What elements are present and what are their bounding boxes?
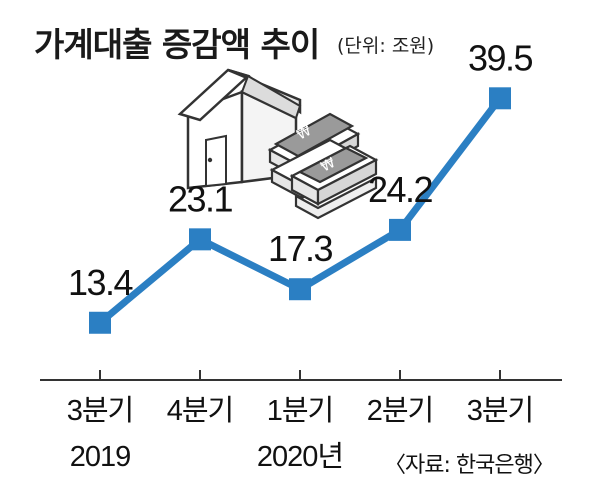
period-label: 2019 [70, 441, 131, 473]
svg-text:₩: ₩ [318, 155, 338, 176]
x-axis-ticks [99, 370, 501, 380]
data-point-marker [89, 311, 111, 334]
data-value-label: 24.2 [368, 169, 433, 210]
x-tick-labels: 3분기 4분기 1분기 2분기 3분기 [67, 395, 535, 427]
x-tick-label: 3분기 [67, 395, 134, 427]
source-note: 〈자료: 한국은행〉 [384, 453, 554, 478]
data-point-marker [489, 87, 511, 110]
svg-text:₩: ₩ [294, 123, 314, 144]
x-tick-label: 2분기 [367, 395, 434, 427]
series-markers [89, 87, 511, 334]
house-with-money-icon: ₩ ₩ [177, 68, 379, 220]
x-tick-label: 4분기 [167, 395, 234, 427]
x-tick-label: 3분기 [467, 395, 534, 427]
data-value-label: 13.4 [68, 262, 133, 303]
period-label: 2020년 [257, 441, 343, 473]
data-point-marker [189, 228, 211, 251]
value-labels: 13.4 23.1 17.3 24.2 39.5 [68, 37, 534, 303]
data-value-label: 39.5 [468, 37, 533, 78]
data-point-marker [289, 278, 311, 301]
unit-label: (단위: 조원) [337, 35, 434, 57]
data-point-marker [389, 218, 411, 241]
period-labels: 2019 2020년 [70, 441, 344, 473]
data-value-label: 23.1 [168, 178, 233, 219]
chart-title: 가계대출 증감액 추이 [34, 25, 319, 64]
x-tick-label: 1분기 [267, 395, 334, 427]
data-value-label: 17.3 [268, 228, 333, 269]
